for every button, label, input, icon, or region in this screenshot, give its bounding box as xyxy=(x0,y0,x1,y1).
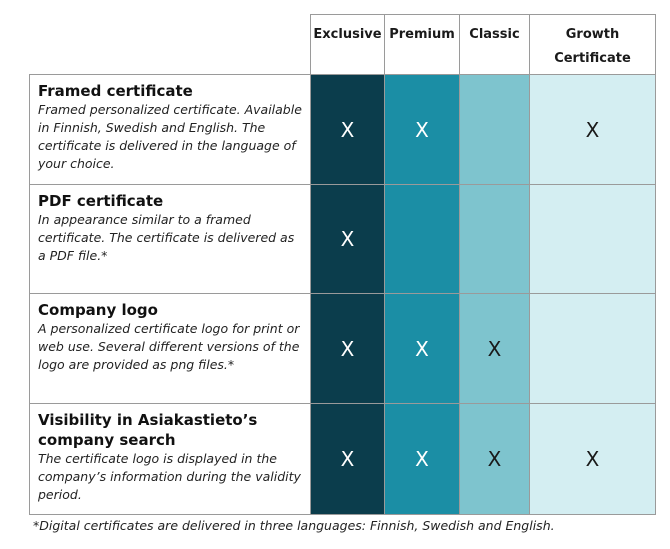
mark-exclusive: X xyxy=(310,184,385,294)
mark-exclusive: X xyxy=(310,74,385,185)
mark-growth: X xyxy=(529,74,656,185)
mark-growth xyxy=(529,184,656,294)
table-row: Company logo A personalized certificate … xyxy=(29,293,656,404)
table-row: Framed certificate Framed personalized c… xyxy=(29,74,656,185)
certificate-comparison-table: Exclusive Premium Classic Growth Certific… xyxy=(29,14,656,515)
mark-premium: X xyxy=(384,293,460,404)
column-header-growth-certificate: Growth Certificate xyxy=(529,14,656,75)
mark-classic xyxy=(459,184,530,294)
column-header-premium: Premium xyxy=(384,14,460,75)
footnote: *Digital certificates are delivered in t… xyxy=(33,518,555,533)
table-row: Visibility in Asiakastieto’s company sea… xyxy=(29,403,656,515)
table-row: PDF certificate In appearance similar to… xyxy=(29,184,656,294)
feature-description: Framed personalized certificate. Availab… xyxy=(38,102,302,171)
mark-premium: X xyxy=(384,74,460,185)
mark-exclusive: X xyxy=(310,293,385,404)
mark-classic: X xyxy=(459,403,530,515)
feature-description: In appearance similar to a framed certif… xyxy=(38,212,295,263)
mark-exclusive: X xyxy=(310,403,385,515)
mark-classic xyxy=(459,74,530,185)
mark-growth: X xyxy=(529,403,656,515)
feature-title: PDF certificate xyxy=(38,192,164,210)
mark-premium xyxy=(384,184,460,294)
header-blank-cell xyxy=(29,14,311,75)
feature-cell: Framed certificate Framed personalized c… xyxy=(29,74,311,185)
mark-premium: X xyxy=(384,403,460,515)
header-row: Exclusive Premium Classic Growth Certific… xyxy=(29,14,656,75)
feature-title: Company logo xyxy=(38,301,158,319)
feature-cell: Visibility in Asiakastieto’s company sea… xyxy=(29,403,311,515)
mark-growth xyxy=(529,293,656,404)
mark-classic: X xyxy=(459,293,530,404)
column-header-classic: Classic xyxy=(459,14,530,75)
feature-title: Visibility in Asiakastieto’s company sea… xyxy=(38,411,258,449)
feature-title: Framed certificate xyxy=(38,82,193,100)
feature-cell: PDF certificate In appearance similar to… xyxy=(29,184,311,294)
feature-description: The certificate logo is displayed in the… xyxy=(38,451,301,502)
feature-cell: Company logo A personalized certificate … xyxy=(29,293,311,404)
feature-description: A personalized certificate logo for prin… xyxy=(38,321,300,372)
column-header-exclusive: Exclusive xyxy=(310,14,385,75)
